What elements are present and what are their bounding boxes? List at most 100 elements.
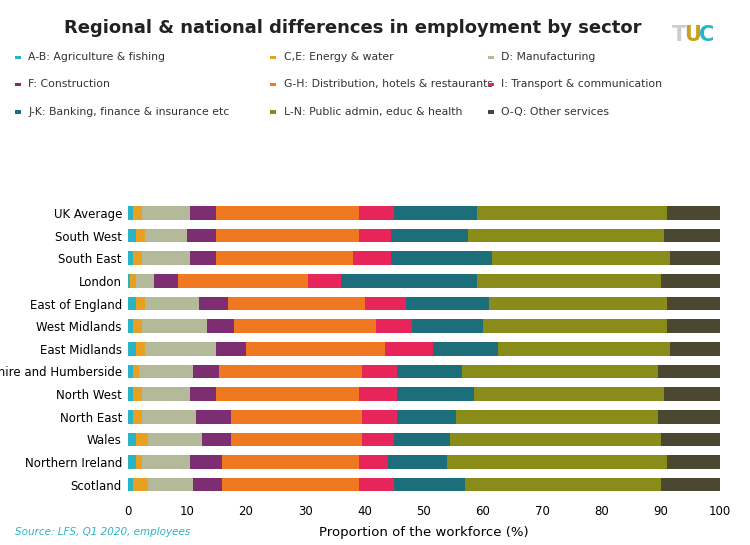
Bar bbox=[202, 433, 231, 446]
Bar bbox=[199, 296, 228, 310]
Bar bbox=[658, 410, 720, 423]
Text: F: Construction: F: Construction bbox=[28, 80, 110, 89]
Bar bbox=[397, 387, 474, 401]
Text: A-B: Agriculture & fishing: A-B: Agriculture & fishing bbox=[28, 52, 166, 62]
Bar bbox=[154, 274, 178, 288]
Bar bbox=[142, 455, 190, 469]
Bar bbox=[489, 296, 667, 310]
Bar bbox=[146, 342, 216, 355]
Text: Source: LFS, Q1 2020, employees: Source: LFS, Q1 2020, employees bbox=[15, 527, 190, 537]
Bar bbox=[136, 229, 146, 243]
Bar bbox=[136, 455, 142, 469]
Bar bbox=[483, 319, 667, 333]
Bar bbox=[216, 251, 352, 265]
Text: O-Q: Other services: O-Q: Other services bbox=[501, 107, 609, 117]
Text: C: C bbox=[699, 25, 714, 45]
Bar bbox=[142, 251, 190, 265]
Bar bbox=[190, 251, 216, 265]
Bar bbox=[465, 478, 661, 492]
Bar bbox=[128, 251, 134, 265]
Bar bbox=[148, 478, 193, 492]
Bar bbox=[190, 206, 216, 220]
Bar bbox=[190, 387, 216, 401]
Bar bbox=[664, 387, 720, 401]
Bar bbox=[193, 365, 219, 378]
Bar bbox=[134, 387, 142, 401]
Text: T: T bbox=[672, 25, 686, 45]
Bar bbox=[358, 455, 388, 469]
Text: L-N: Public admin, educ & health: L-N: Public admin, educ & health bbox=[284, 107, 462, 117]
Bar bbox=[308, 274, 340, 288]
Bar bbox=[134, 206, 142, 220]
Bar bbox=[246, 342, 386, 355]
Bar bbox=[456, 410, 658, 423]
Bar bbox=[128, 206, 134, 220]
Bar bbox=[196, 410, 231, 423]
Bar bbox=[128, 342, 136, 355]
Bar bbox=[208, 319, 234, 333]
Bar bbox=[670, 342, 720, 355]
Bar bbox=[142, 206, 190, 220]
Bar bbox=[128, 387, 134, 401]
Bar bbox=[231, 433, 362, 446]
Bar bbox=[134, 478, 148, 492]
Bar bbox=[448, 455, 667, 469]
Bar bbox=[146, 296, 199, 310]
Bar bbox=[222, 455, 358, 469]
Bar bbox=[136, 296, 146, 310]
Text: Regional & national differences in employment by sector: Regional & national differences in emplo… bbox=[64, 19, 641, 37]
Bar bbox=[492, 251, 670, 265]
Bar bbox=[392, 251, 492, 265]
Bar bbox=[216, 342, 246, 355]
Text: U: U bbox=[684, 25, 700, 45]
Bar bbox=[134, 319, 142, 333]
Bar bbox=[433, 342, 498, 355]
Bar bbox=[228, 296, 364, 310]
Bar bbox=[128, 455, 136, 469]
Bar bbox=[394, 206, 477, 220]
Bar bbox=[134, 251, 142, 265]
Text: C,E: Energy & water: C,E: Energy & water bbox=[284, 52, 393, 62]
Bar bbox=[667, 455, 720, 469]
Bar bbox=[364, 296, 406, 310]
Text: J-K: Banking, finance & insurance etc: J-K: Banking, finance & insurance etc bbox=[28, 107, 230, 117]
Bar bbox=[190, 455, 222, 469]
Bar bbox=[386, 342, 433, 355]
Bar bbox=[358, 206, 394, 220]
Bar bbox=[358, 387, 397, 401]
Bar bbox=[670, 251, 720, 265]
Bar bbox=[394, 478, 465, 492]
Bar bbox=[130, 274, 136, 288]
Bar bbox=[658, 365, 720, 378]
Bar bbox=[136, 433, 148, 446]
Bar bbox=[406, 296, 489, 310]
Bar bbox=[219, 365, 362, 378]
Bar bbox=[376, 319, 412, 333]
Bar bbox=[128, 296, 136, 310]
Text: I: Transport & communication: I: Transport & communication bbox=[501, 80, 662, 89]
Bar bbox=[222, 478, 358, 492]
Bar bbox=[128, 274, 130, 288]
Bar bbox=[128, 229, 136, 243]
Bar bbox=[358, 478, 394, 492]
Bar bbox=[397, 365, 462, 378]
Bar bbox=[231, 410, 362, 423]
Bar bbox=[477, 206, 667, 220]
Text: G-H: Distribution, hotels & restaurants: G-H: Distribution, hotels & restaurants bbox=[284, 80, 493, 89]
Bar bbox=[451, 433, 661, 446]
Bar bbox=[140, 365, 193, 378]
Bar bbox=[462, 365, 658, 378]
Bar bbox=[667, 206, 720, 220]
Bar bbox=[193, 478, 222, 492]
Bar bbox=[394, 433, 451, 446]
Bar bbox=[142, 410, 196, 423]
Bar bbox=[474, 387, 664, 401]
Bar bbox=[392, 229, 468, 243]
Bar bbox=[340, 274, 477, 288]
Bar bbox=[134, 410, 142, 423]
Bar bbox=[661, 433, 720, 446]
Bar bbox=[128, 410, 134, 423]
Bar bbox=[388, 455, 448, 469]
Bar bbox=[178, 274, 308, 288]
Bar bbox=[661, 478, 720, 492]
